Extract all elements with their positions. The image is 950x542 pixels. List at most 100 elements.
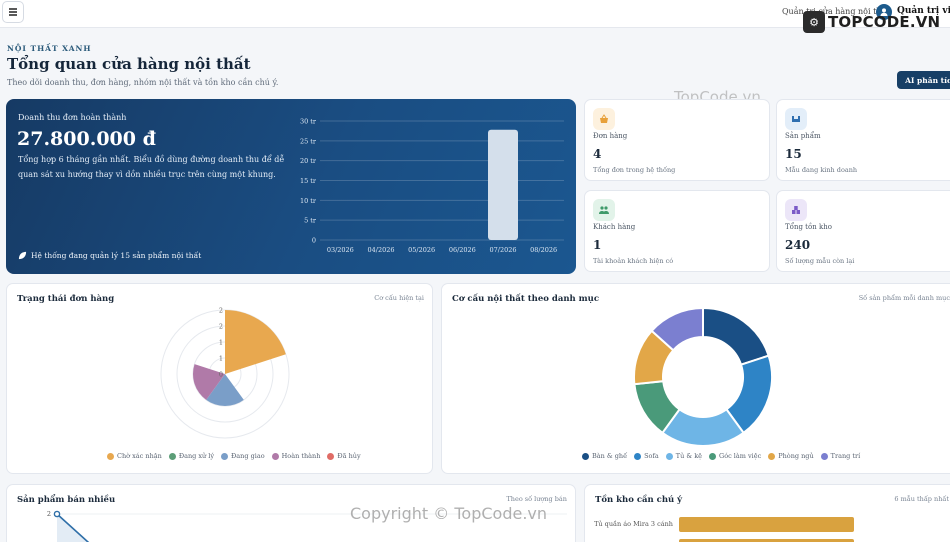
legend-item[interactable]: Đang xử lý: [168, 452, 214, 460]
revenue-y-tick: 30 tr: [300, 118, 317, 126]
legend-label: Đang giao: [231, 452, 265, 460]
best-sellers-note: Theo số lượng bán: [506, 495, 567, 503]
legend-item[interactable]: Đang giao: [221, 452, 265, 460]
user-name[interactable]: Quản trị viên: [897, 6, 950, 16]
legend-swatch: [582, 452, 589, 460]
legend-swatch: [221, 452, 229, 460]
order-status-title: Trạng thái đơn hàng: [17, 294, 115, 304]
legend-item[interactable]: Trang trí: [820, 452, 861, 460]
low-stock-note: 6 mẫu thấp nhất: [894, 495, 949, 503]
furniture-icon: [785, 108, 807, 130]
topcode-logo: ⚙ TOPCODE.VN: [803, 11, 940, 33]
order-status-legend: Chờ xác nhận Đang xử lý Đang giao Hoàn thàn…: [107, 452, 361, 460]
user-avatar[interactable]: [876, 4, 892, 20]
legend-label: Góc làm việc: [719, 452, 762, 460]
legend-label: Hoàn thành: [281, 452, 321, 460]
stat-value: 240: [785, 238, 811, 252]
legend-item[interactable]: Đã hủy: [327, 452, 361, 460]
user-icon: [880, 8, 888, 16]
line-point: [53, 510, 61, 518]
top-bar: Quản trị cửa hàng nội thất Quản trị viên: [0, 0, 950, 28]
brand-eyebrow: NỘI THẤT XANH: [7, 44, 92, 53]
category-mix-note: Số sản phẩm mỗi danh mục: [858, 294, 950, 302]
revenue-amount: 27.800.000 đ: [17, 128, 156, 150]
order-status-card: Trạng thái đơn hàng Cơ cấu hiện tại 0 1 1 2…: [6, 283, 433, 474]
donut-slice: [702, 306, 770, 366]
line-series: [56, 513, 90, 542]
polar-segment: [225, 310, 286, 374]
stat-card: Tổng tồn kho 240 Số lượng mẫu còn lại: [776, 190, 950, 272]
hamburger-icon: [9, 8, 17, 16]
stat-subtitle: Tài khoản khách hiện có: [593, 257, 674, 265]
legend-label: Sofa: [644, 452, 659, 460]
stat-value: 1: [593, 238, 602, 252]
legend-item[interactable]: Sofa: [634, 452, 659, 460]
revenue-x-tick: 06/2026: [449, 246, 476, 254]
revenue-label: Doanh thu đơn hoàn thành: [18, 113, 127, 122]
stat-value: 15: [785, 147, 802, 161]
line-y-tick: 2: [47, 510, 51, 518]
stat-title: Tổng tồn kho: [785, 223, 832, 231]
users-icon: [593, 199, 615, 221]
revenue-y-tick: 5 tr: [304, 217, 317, 225]
revenue-x-tick: 05/2026: [408, 246, 435, 254]
legend-item[interactable]: Hoàn thành: [271, 452, 321, 460]
category-mix-card: Cơ cấu nội thất theo danh mục Số sản phẩ…: [441, 283, 950, 474]
revenue-bar-chart: 0 5 tr 10 tr 15 tr 20 tr 25 tr 30 tr 03/2026 04/…: [300, 118, 564, 254]
boxes-icon: [785, 199, 807, 221]
low-stock-label: Tủ quần áo Mira 3 cánh: [594, 519, 673, 528]
order-status-polar-chart: 0 1 1 2 2: [160, 307, 290, 439]
legend-swatch: [168, 452, 176, 460]
polar-r-tick: 1: [219, 355, 223, 363]
watermark-copyright: Copyright © TopCode.vn: [350, 504, 548, 523]
revenue-x-tick: 03/2026: [327, 246, 354, 254]
low-stock-bar-chart: Tủ quần áo Mira 3 cánh: [594, 517, 854, 542]
best-sellers-line-chart: 2: [47, 510, 567, 542]
legend-swatch: [327, 452, 335, 460]
stat-subtitle: Tổng đơn trong hệ thống: [593, 166, 676, 174]
stat-card: Sản phẩm 15 Mẫu đang kinh doanh: [776, 99, 950, 181]
legend-item[interactable]: Chờ xác nhận: [107, 452, 162, 460]
revenue-x-tick: 04/2026: [367, 246, 394, 254]
polar-r-tick: 1: [219, 339, 223, 347]
page-title: Tổng quan cửa hàng nội thất: [7, 55, 251, 73]
line-area: [57, 514, 88, 542]
legend-swatch: [107, 452, 114, 460]
low-stock-bar: [679, 539, 854, 542]
stat-value: 4: [593, 147, 602, 161]
topcode-logo-icon: ⚙: [803, 11, 825, 33]
legend-label: Chờ xác nhận: [117, 452, 162, 460]
legend-item[interactable]: Phòng ngủ: [768, 452, 814, 460]
donut-slice: [650, 306, 704, 352]
legend-swatch: [709, 452, 716, 460]
ai-analysis-button[interactable]: AI phân tích: [897, 71, 950, 89]
category-mix-title: Cơ cấu nội thất theo danh mục: [452, 294, 600, 304]
basket-icon: [593, 108, 615, 130]
menu-button[interactable]: [2, 1, 24, 23]
legend-label: Đã hủy: [337, 452, 361, 460]
leaf-icon: [18, 251, 27, 260]
best-sellers-title: Sản phẩm bán nhiều: [17, 495, 116, 505]
revenue-x-tick: 08/2026: [530, 246, 557, 254]
legend-item[interactable]: Bàn & ghế: [582, 452, 627, 460]
best-sellers-card: Sản phẩm bán nhiều Theo số lượng bán 2: [6, 484, 576, 542]
ai-analysis-label: AI phân tích: [905, 75, 950, 85]
polar-segment: [206, 374, 244, 406]
legend-item[interactable]: Góc làm việc: [709, 452, 761, 460]
polar-r-tick: 2: [219, 323, 223, 331]
legend-swatch: [665, 452, 673, 460]
topcode-logo-text: TOPCODE.VN: [828, 13, 941, 31]
legend-label: Trang trí: [830, 452, 861, 460]
legend-swatch: [768, 452, 776, 460]
category-donut-chart: [633, 306, 773, 447]
legend-item[interactable]: Tủ & kệ: [665, 452, 702, 460]
stat-subtitle: Mẫu đang kinh doanh: [785, 166, 858, 174]
low-stock-title: Tồn kho cần chú ý: [595, 495, 683, 505]
low-stock-card: Tồn kho cần chú ý 6 mẫu thấp nhất Tủ quầ…: [584, 484, 950, 542]
revenue-y-tick: 0: [312, 237, 316, 245]
stat-card: Khách hàng 1 Tài khoản khách hiện có: [584, 190, 770, 272]
revenue-footer: Hệ thống đang quản lý 15 sản phẩm nội th…: [18, 251, 201, 260]
polar-segment: [193, 364, 225, 400]
legend-label: Bàn & ghế: [592, 452, 628, 460]
stat-title: Khách hàng: [593, 223, 636, 231]
